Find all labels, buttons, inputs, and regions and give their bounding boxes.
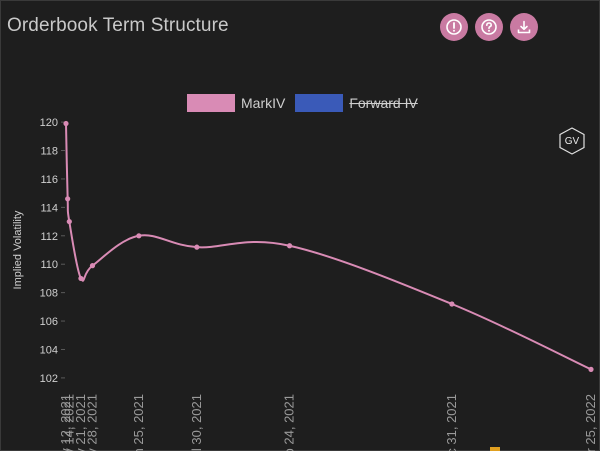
y-tick-label: 118 [40,146,58,158]
legend-label: MarkIV [241,95,286,111]
data-point [65,196,71,202]
x-tick-label: May 28, 2021 [84,394,99,451]
data-point [63,120,69,127]
x-tick-label: Jun 25, 2021 [131,394,146,451]
chart-legend: MarkIV Forward IV [187,94,418,112]
help-icon [481,19,497,35]
y-tick-label: 110 [40,259,58,271]
legend-label: Forward IV [349,95,418,111]
legend-swatch-forward-iv [295,94,344,112]
y-tick-label: 116 [40,174,58,186]
y-tick-label: 102 [40,373,58,385]
data-point [66,218,72,225]
x-tick-label: Dec 31, 2021 [444,394,459,451]
x-tick-label: Mar 25, 2022 [583,394,598,451]
x-tick-label: May 21, 2021 [73,394,88,451]
data-point [136,233,142,239]
page-title: Orderbook Term Structure [7,15,229,36]
legend-swatch-markiv [187,94,235,112]
hexagon-icon [559,127,585,155]
y-tick-label: 106 [40,316,58,328]
data-point [78,275,84,282]
legend-item-markiv[interactable]: MarkIV [187,94,285,112]
y-tick-label: 112 [40,231,58,243]
y-tick-label: 120 [40,117,58,129]
y-axis-title: Implied Volatility [12,210,24,289]
series-line-markiv [65,123,592,371]
x-tick-label: May 14, 2021 [61,394,76,451]
chart-toolbar [440,13,538,41]
y-tick-label: 114 [40,202,58,214]
x-tick-label: May 12, 2021 [58,394,73,451]
x-tick-label: Jul 30, 2021 [189,394,204,451]
gv-badge: GV [559,127,585,155]
scroll-marker [490,447,500,451]
data-point [286,243,293,249]
download-button[interactable] [510,13,538,41]
y-tick-label: 108 [40,288,58,300]
info-button[interactable] [440,13,468,41]
data-point [89,263,96,269]
y-tick-label: 104 [40,344,58,356]
x-tick-label: Sep 24, 2021 [282,394,297,451]
download-icon [517,20,531,34]
legend-item-forward-iv[interactable]: Forward IV [295,94,418,112]
gv-badge-text: GV [564,135,580,147]
data-point [588,366,594,372]
info-icon [446,19,462,35]
data-point [449,301,455,307]
data-point [194,244,200,250]
help-button[interactable] [475,13,503,41]
